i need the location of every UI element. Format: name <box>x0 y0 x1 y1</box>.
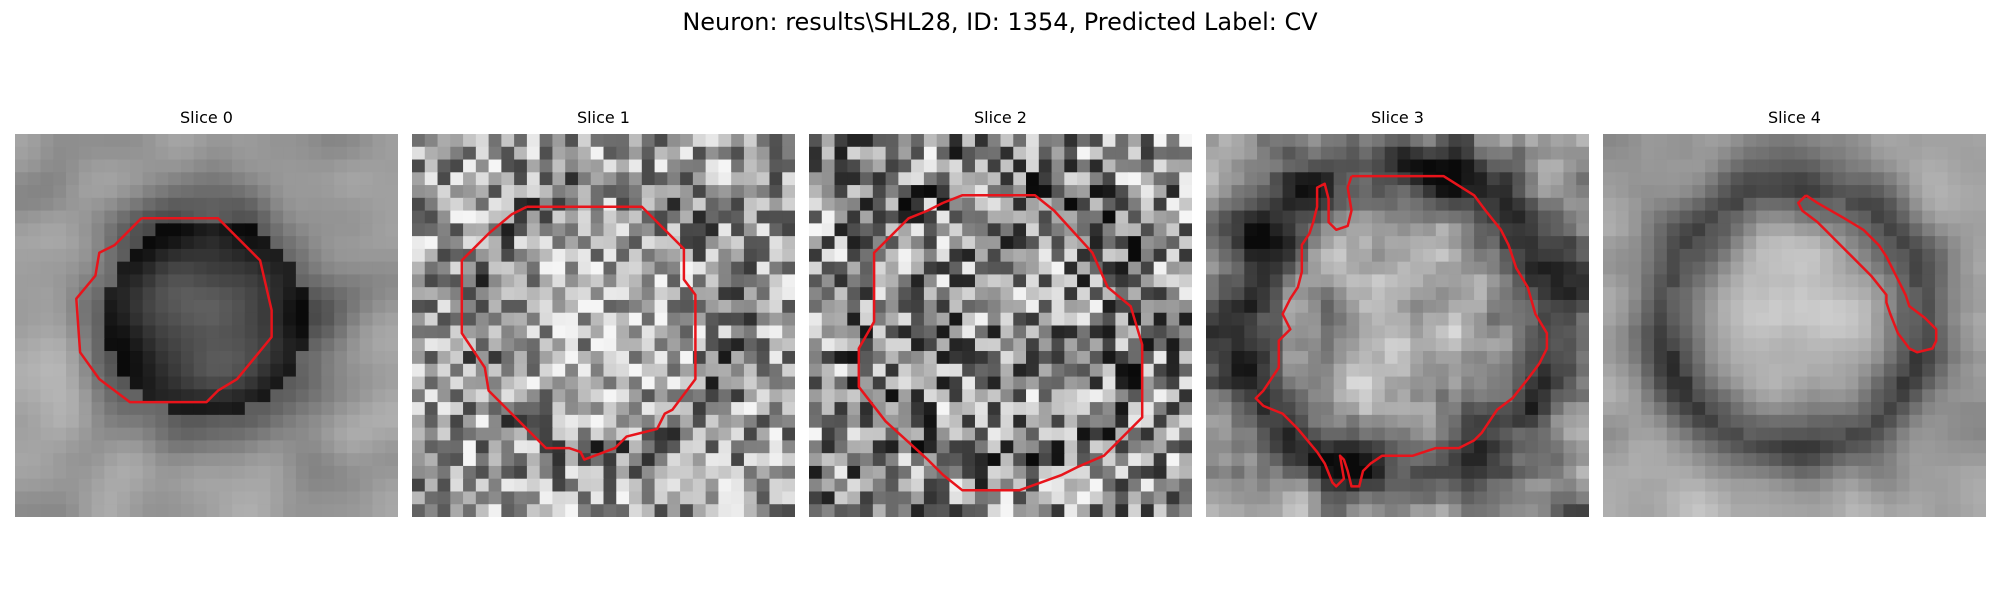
slice-image <box>1206 134 1589 517</box>
slice-title: Slice 4 <box>1768 108 1821 127</box>
slice-title: Slice 3 <box>1371 108 1424 127</box>
segmentation-contour <box>75 217 273 404</box>
slice-title: Slice 1 <box>577 108 630 127</box>
slice-image <box>15 134 398 517</box>
slice-image <box>809 134 1192 517</box>
microscopy-image <box>1603 134 1986 517</box>
slice-image <box>412 134 795 517</box>
segmentation-contour <box>857 194 1144 492</box>
slice-title: Slice 0 <box>180 108 233 127</box>
segmentation-contour <box>1254 174 1549 488</box>
microscopy-image <box>809 134 1192 517</box>
slice-image <box>1603 134 1986 517</box>
microscopy-image <box>1206 134 1589 517</box>
segmentation-contour <box>1797 194 1938 354</box>
segmentation-contour <box>460 205 697 461</box>
microscopy-image <box>15 134 398 517</box>
microscopy-image <box>412 134 795 517</box>
slice-title: Slice 2 <box>974 108 1027 127</box>
figure-title: Neuron: results\SHL28, ID: 1354, Predict… <box>682 8 1318 36</box>
